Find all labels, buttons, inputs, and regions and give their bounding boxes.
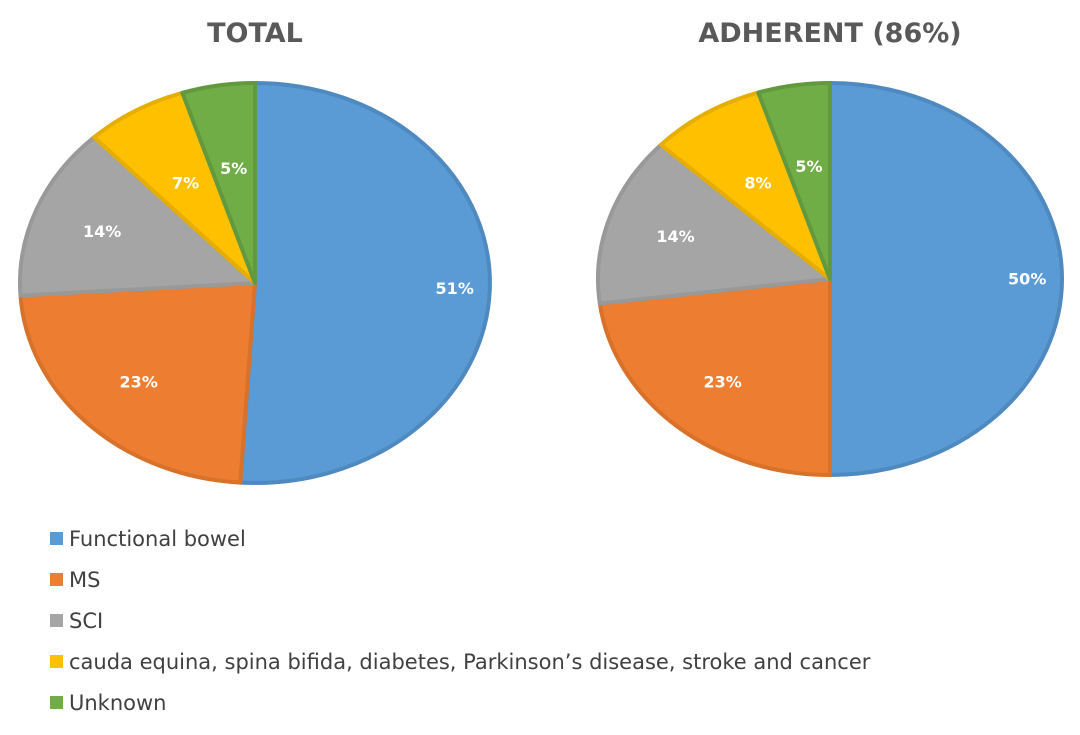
- legend-label: Unknown: [69, 690, 167, 715]
- pie-chart-total: TOTAL 51% 23% 14% 7% 5%: [18, 18, 492, 485]
- pie-slice-sci: [18, 135, 257, 298]
- pie-slice-unknown: [180, 81, 257, 285]
- slice-label-other-conditions: 8%: [744, 174, 771, 193]
- slice-label-other-conditions: 7%: [172, 174, 199, 193]
- slice-label-ms: 23%: [120, 373, 158, 392]
- pie-chart-adherent: ADHERENT (86%) 50% 23% 14% 8% 5%: [596, 18, 1064, 477]
- legend-swatch: [50, 614, 63, 627]
- legend-item-functional-bowel: Functional bowel: [50, 518, 1050, 559]
- slice-label-functional-bowel: 51%: [436, 279, 474, 298]
- slice-label-sci: 14%: [656, 227, 694, 246]
- slice-label-unknown: 5%: [795, 157, 822, 176]
- legend-label: cauda equina, spina bifida, diabetes, Pa…: [69, 649, 871, 674]
- chart-title-total: TOTAL: [207, 18, 303, 49]
- pie-slice-unknown: [756, 81, 832, 281]
- legend-label: SCI: [69, 608, 104, 633]
- pie-slice-other-conditions: [658, 90, 832, 281]
- pie-slice-functional-bowel: [238, 81, 492, 485]
- chart-title-adherent: ADHERENT (86%): [698, 18, 961, 49]
- legend-label: MS: [69, 567, 101, 592]
- pie-slice-functional-bowel: [828, 81, 1064, 477]
- legend-label: Functional bowel: [69, 526, 246, 551]
- slice-label-sci: 14%: [83, 222, 121, 241]
- legend-item-sci: SCI: [50, 600, 1050, 641]
- legend: Functional bowel MS SCI cauda equina, sp…: [50, 518, 1050, 723]
- legend-swatch: [50, 696, 63, 709]
- legend-item-other-conditions: cauda equina, spina bifida, diabetes, Pa…: [50, 641, 1050, 682]
- pie-slice-ms: [597, 277, 832, 477]
- slice-label-ms: 23%: [703, 372, 741, 391]
- slice-label-functional-bowel: 50%: [1008, 270, 1046, 289]
- legend-swatch: [50, 655, 63, 668]
- legend-swatch: [50, 573, 63, 586]
- pie-slice-sci: [596, 142, 832, 306]
- slice-label-unknown: 5%: [220, 159, 247, 178]
- legend-item-ms: MS: [50, 559, 1050, 600]
- pie-slice-ms: [18, 281, 257, 485]
- legend-item-unknown: Unknown: [50, 682, 1050, 723]
- legend-swatch: [50, 532, 63, 545]
- pie-charts: TOTAL 51% 23% 14% 7% 5% ADHERENT (86%) 50% 23…: [18, 18, 1064, 485]
